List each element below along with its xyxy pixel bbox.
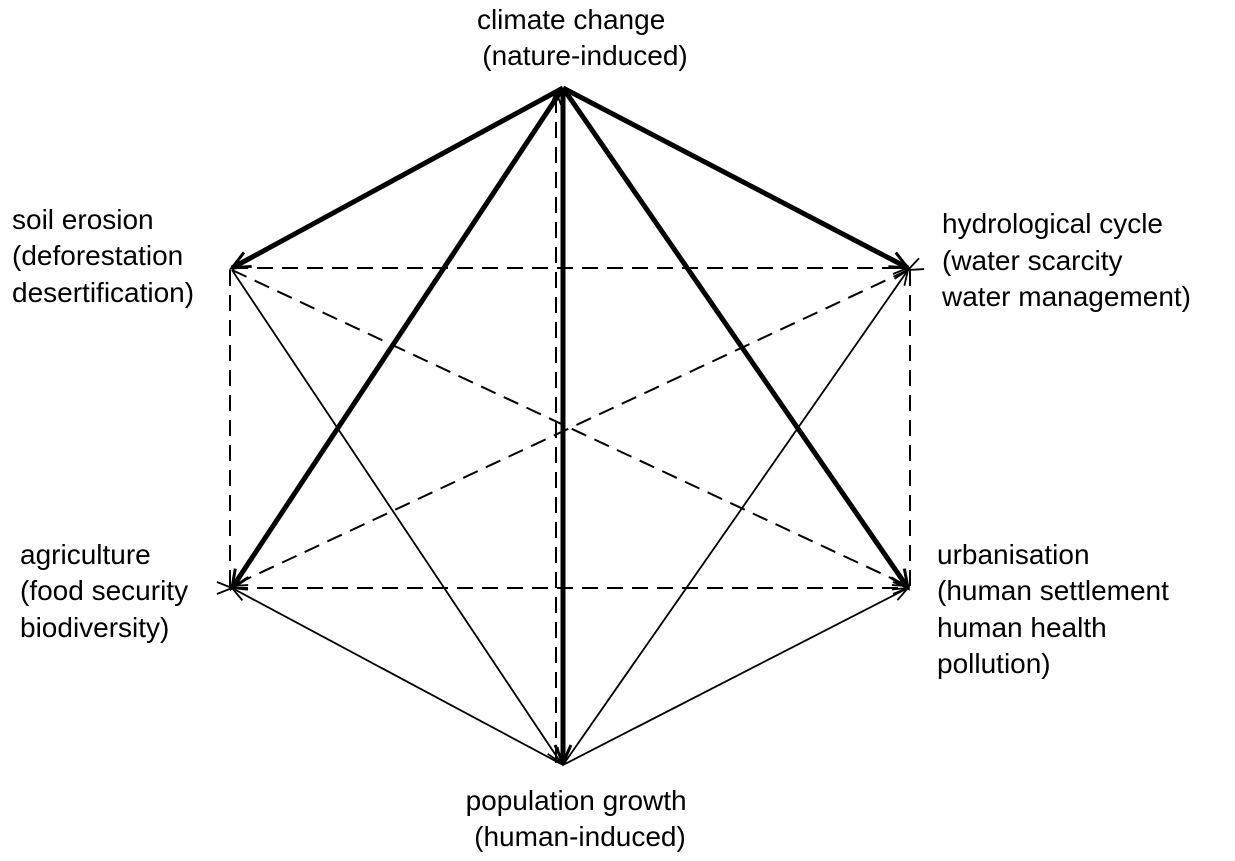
label-line: (deforestation [12, 240, 183, 271]
node-label: hydrological cycle (water scarcity water… [941, 208, 1191, 312]
label-line: soil erosion [12, 204, 154, 235]
edge [561, 85, 912, 271]
label-line: agriculture [20, 539, 151, 570]
edge [228, 85, 565, 271]
edge [562, 268, 910, 766]
node-label: soil erosion (deforestation desertificat… [12, 204, 194, 308]
node-label: agriculture (food security biodiversity) [20, 539, 196, 643]
edge [229, 86, 566, 592]
label-line: population growth [466, 785, 687, 816]
node-label: climate change (nature-induced) [477, 4, 688, 71]
label-line: (human-induced) [474, 821, 686, 852]
label-line: desertification) [12, 277, 194, 308]
labels: climate change (nature-induced) soil ero… [12, 4, 1191, 852]
edge [560, 86, 911, 592]
edge [229, 586, 564, 766]
label-line: water management) [941, 281, 1191, 312]
label-line: biodiversity) [20, 612, 169, 643]
node-label: urbanisation (human settlement human hea… [937, 539, 1177, 679]
edges [216, 85, 925, 767]
label-line: (food security [20, 575, 188, 606]
label-line: (nature-induced) [482, 40, 687, 71]
label-line: urbanisation [937, 539, 1090, 570]
label-line: hydrological cycle [942, 208, 1163, 239]
label-line: climate change [477, 4, 665, 35]
edge [231, 269, 563, 766]
edge [562, 586, 911, 766]
label-line: (human settlement [937, 575, 1169, 606]
node-label: population growth (human-induced) [466, 785, 695, 852]
label-line: pollution) [937, 648, 1051, 679]
label-line: human health [937, 612, 1107, 643]
label-line: (water scarcity [942, 245, 1122, 276]
